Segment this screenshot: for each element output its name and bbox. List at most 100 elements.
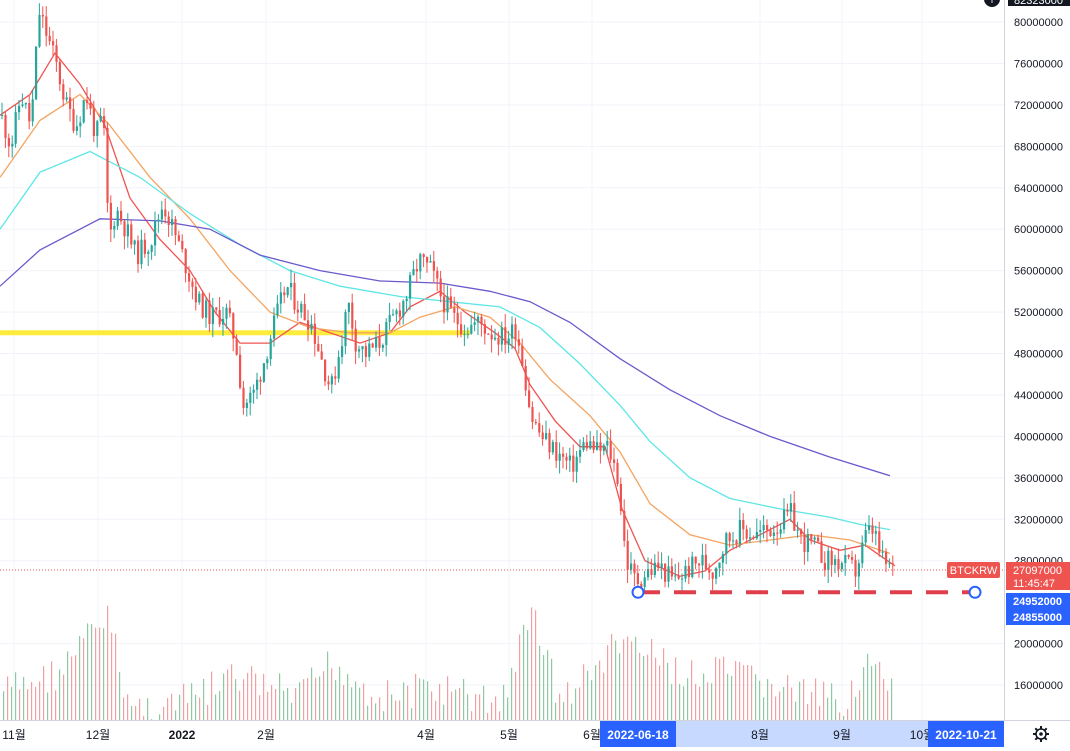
info-icon[interactable]: i bbox=[984, 0, 1000, 7]
volume-bar bbox=[591, 680, 593, 720]
candle-body bbox=[534, 421, 537, 424]
candle-body bbox=[551, 442, 554, 453]
candle-body bbox=[677, 575, 680, 579]
volume-bar bbox=[451, 691, 453, 720]
volume-bar bbox=[819, 705, 821, 720]
volume-bar bbox=[39, 681, 41, 720]
candle-body bbox=[89, 102, 92, 109]
volume-bar bbox=[539, 645, 541, 720]
volume-bar bbox=[703, 673, 705, 720]
volume-bar bbox=[559, 693, 561, 720]
candle-body bbox=[555, 442, 558, 461]
volume-bar bbox=[383, 711, 385, 720]
candle-body bbox=[616, 462, 619, 484]
candle-body bbox=[732, 540, 735, 542]
volume-bar bbox=[179, 694, 181, 720]
volume-bar bbox=[75, 655, 77, 720]
volume-bar bbox=[491, 702, 493, 720]
candle-body bbox=[711, 572, 714, 579]
volume-bar bbox=[571, 703, 573, 720]
candle-body bbox=[752, 537, 755, 539]
volume-bar bbox=[171, 693, 173, 720]
volume-bar bbox=[659, 665, 661, 720]
candle-body bbox=[653, 562, 656, 576]
volume-bar bbox=[23, 677, 25, 720]
candle-body bbox=[507, 338, 510, 345]
volume-bar bbox=[143, 715, 145, 720]
volume-bar bbox=[103, 628, 105, 720]
candle-body bbox=[541, 432, 544, 440]
dashed-level-group[interactable] bbox=[631, 585, 982, 599]
candle-body bbox=[575, 456, 578, 472]
candle-body bbox=[660, 563, 663, 569]
candle-body bbox=[745, 529, 748, 539]
candle-body bbox=[687, 565, 690, 578]
volume-bars bbox=[3, 605, 893, 720]
volume-bar bbox=[339, 666, 341, 720]
candle-body bbox=[191, 281, 194, 287]
time-tick-label: 4월 bbox=[417, 728, 435, 742]
candle-body bbox=[779, 529, 782, 534]
candle-body bbox=[24, 103, 27, 105]
candle-body bbox=[636, 573, 639, 584]
volume-bar bbox=[683, 686, 685, 720]
volume-bar bbox=[847, 709, 849, 720]
candle-body bbox=[443, 296, 446, 313]
candle-body bbox=[188, 273, 191, 282]
volume-bar bbox=[403, 682, 405, 720]
candle-body bbox=[368, 343, 371, 357]
candle-body bbox=[426, 257, 429, 263]
volume-bar bbox=[11, 686, 13, 720]
volume-bar bbox=[59, 669, 61, 720]
range-start-box[interactable] bbox=[600, 721, 676, 747]
volume-bar bbox=[255, 673, 257, 720]
volume-bar bbox=[855, 697, 857, 720]
volume-bar bbox=[791, 687, 793, 720]
price-tick-label: 36000000 bbox=[1014, 473, 1063, 485]
volume-bar bbox=[239, 690, 241, 720]
volume-bar bbox=[851, 680, 853, 720]
candle-body bbox=[130, 224, 133, 245]
candle-body bbox=[558, 453, 561, 461]
candle-body bbox=[415, 269, 418, 272]
time-tick-label: 9월 bbox=[833, 728, 851, 742]
volume-bar bbox=[375, 703, 377, 720]
volume-bar bbox=[251, 666, 253, 720]
volume-bar bbox=[547, 650, 549, 720]
candle-body bbox=[184, 249, 187, 274]
volume-bar bbox=[887, 690, 889, 720]
settings-gear-icon[interactable] bbox=[1033, 726, 1049, 742]
volume-bar bbox=[3, 691, 5, 720]
volume-bar bbox=[795, 701, 797, 720]
candle-body bbox=[810, 534, 813, 540]
volume-bar bbox=[359, 687, 361, 720]
candle-body bbox=[497, 337, 500, 345]
candle-body bbox=[538, 423, 541, 433]
candle-body bbox=[157, 219, 160, 221]
candle-body bbox=[432, 261, 435, 271]
candle-body bbox=[123, 221, 126, 237]
candle-body bbox=[41, 14, 44, 17]
candle-body bbox=[681, 578, 684, 580]
price-tick-label: 72000000 bbox=[1014, 100, 1063, 112]
price-tick-label: 16000000 bbox=[1014, 680, 1063, 692]
candle-body bbox=[698, 563, 701, 566]
candle-body bbox=[4, 114, 7, 138]
price-tick-label: 60000000 bbox=[1014, 224, 1063, 236]
volume-bar bbox=[835, 699, 837, 720]
candle-body bbox=[300, 303, 303, 313]
candle-body bbox=[456, 312, 459, 325]
volume-bar bbox=[679, 683, 681, 720]
volume-bar bbox=[599, 660, 601, 720]
volume-bar bbox=[807, 703, 809, 720]
candle-body bbox=[313, 323, 316, 344]
volume-bar bbox=[527, 630, 529, 720]
candle-body bbox=[827, 550, 830, 570]
candle-body bbox=[82, 100, 85, 123]
volume-bar bbox=[691, 660, 693, 720]
candle-body bbox=[500, 327, 503, 345]
range-end-box[interactable] bbox=[928, 721, 1004, 747]
candle-body bbox=[113, 225, 116, 230]
candle-body bbox=[279, 292, 282, 304]
